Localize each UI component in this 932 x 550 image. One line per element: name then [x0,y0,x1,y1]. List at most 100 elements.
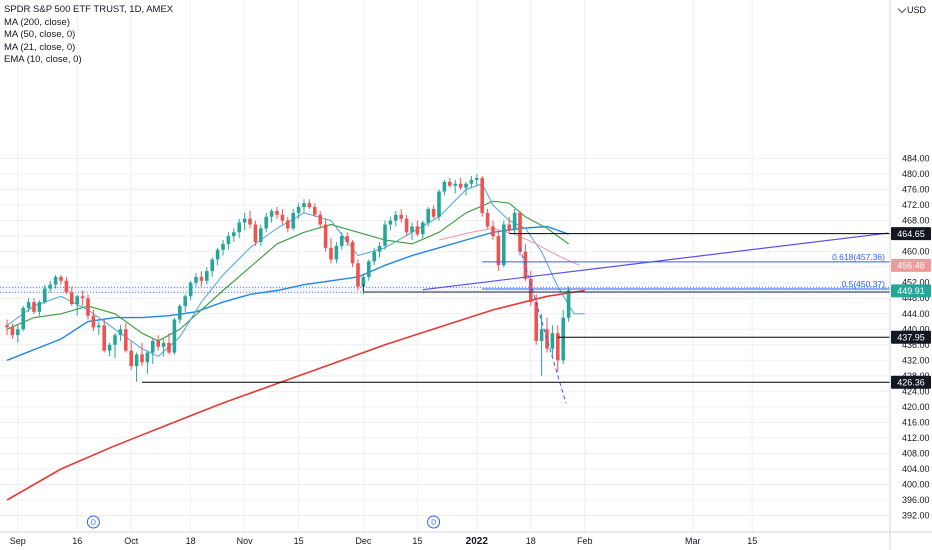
candle-body [507,224,511,231]
candles-layer [5,174,571,382]
candle-body [205,271,209,281]
candle-body [545,329,549,349]
price-badge-label: 437.95 [897,332,925,342]
y-tick-label: 400.00 [902,479,930,489]
candle-body [102,325,106,351]
candle-body [221,243,225,250]
candle-body [26,302,31,308]
y-tick-label: 412.00 [902,433,930,443]
candle-body [64,280,69,293]
currency-label: USD [906,5,926,15]
candle-body [75,296,79,305]
y-tick-label: 460.00 [902,247,930,257]
candle-body [264,216,268,229]
price-badge [891,375,931,389]
x-tick-label: 2022 [466,536,489,547]
candle-body [399,214,403,219]
candle-body [437,191,441,217]
candle-body [518,212,522,252]
candle-body [502,224,506,266]
currency-selector[interactable]: USD [897,4,926,15]
ma200-line [6,289,585,501]
candle-body [70,292,74,305]
x-tick-label: 18 [526,536,536,546]
candle-body [491,226,495,237]
price-badge-label: 426.36 [897,377,925,387]
candle-body [523,251,528,279]
legend-ema10: EMA (10, close, 0) [4,54,82,65]
price-badge [891,258,931,272]
candle-body [259,228,263,242]
price-badge-label: 464.65 [897,229,925,239]
x-tick-label: Oct [124,536,139,546]
x-tick-label: Sep [10,536,26,546]
candle-body [107,344,112,351]
y-tick-label: 408.00 [902,448,930,458]
candle-body [485,212,490,227]
candle-body [448,181,452,186]
candle-body [21,307,25,330]
candle-body [313,207,317,215]
candle-body [361,276,366,287]
trendline [422,232,889,291]
fib-zone-band [0,285,890,294]
y-tick-label: 396.00 [902,495,930,505]
price-badge-label: 456.48 [897,261,925,271]
candle-body [350,241,355,264]
candle-body [237,222,241,233]
chart-legend: SPDR S&P 500 ETF TRUST, 1D, AMEX MA (200… [4,4,173,67]
chevron-down-icon [897,4,907,13]
y-tick-label: 416.00 [902,417,930,427]
y-tick-label: 484.00 [902,154,930,164]
candle-body [275,210,279,215]
candle-body [421,222,425,235]
candle-body [480,177,484,213]
candle-body [118,329,123,336]
candle-body [199,276,204,281]
candle-body [53,276,58,285]
candle-body [561,317,565,361]
y-tick-label: 480.00 [902,169,930,179]
y-tick-label: 468.00 [902,216,930,226]
candle-body [286,220,290,229]
candle-body [248,218,252,225]
candle-body [464,183,468,188]
price-badge [891,284,931,298]
candle-body [232,232,236,237]
x-tick-label: 18 [186,536,196,546]
candle-body [167,342,171,353]
candle-body [404,218,409,233]
price-badge [891,227,931,241]
candle-body [534,302,538,341]
x-tick-label: Feb [577,536,593,546]
x-tick-label: 15 [294,536,304,546]
candle-body [253,224,258,242]
candle-body [469,179,474,184]
candle-body [539,329,544,341]
candle-body [334,245,339,260]
legend-ma200: MA (200, close) [4,16,70,28]
y-tick-label: 436.00 [902,340,930,350]
candle-body [296,207,301,213]
candle-body [318,214,322,225]
candle-body [10,327,15,336]
candle-body [280,214,285,221]
candle-body [550,333,555,349]
candle-body [415,226,420,235]
ma21-line [6,200,569,342]
candle-body [16,329,20,336]
legend-ma50: MA (50, close, 0) [4,29,76,40]
y-tick-label: 472.00 [902,200,930,210]
projection-line [519,247,567,404]
y-tick-label: 420.00 [902,402,930,412]
price-badge-label: 449.91 [897,286,925,296]
candle-body [242,218,247,223]
candle-body [388,220,393,225]
candle-body [145,352,150,363]
candle-body [210,259,214,272]
candle-body [43,288,47,303]
candle-body [86,298,90,316]
y-tick-label: 392.00 [902,511,930,521]
candle-body [129,350,133,367]
